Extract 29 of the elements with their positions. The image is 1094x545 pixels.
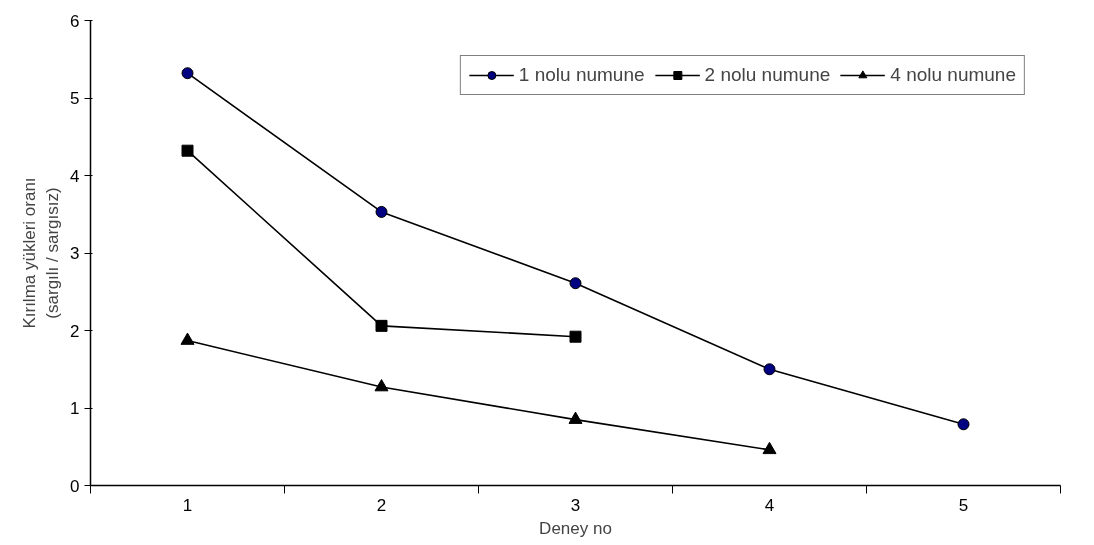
- x-tick-label: 2: [376, 495, 387, 515]
- x-tick-label: 3: [570, 495, 581, 515]
- point: [762, 441, 777, 455]
- y-tick-label: 4: [70, 166, 80, 186]
- point: [180, 332, 195, 345]
- x-tick-label: 1: [182, 495, 193, 515]
- legend-label: 4 nolu numune: [890, 64, 1016, 86]
- y-tick-label: 6: [70, 11, 80, 31]
- point: [375, 319, 388, 332]
- point: [181, 144, 194, 157]
- x-tick-label: 5: [958, 495, 969, 515]
- y-tick-label: 0: [70, 476, 80, 496]
- point: [957, 418, 970, 431]
- y-tick-label: 5: [70, 89, 80, 108]
- point: [569, 277, 582, 290]
- y-axis-title: Kırılma yükleri oranı (sargılı / sargısız): [20, 177, 63, 329]
- y-tick-label: 1: [70, 399, 80, 418]
- point: [374, 379, 389, 392]
- x-axis-title: Deney no: [539, 518, 612, 538]
- point: [375, 205, 388, 218]
- y-tick-label: 2: [70, 321, 80, 341]
- y-tick-label: 3: [70, 244, 80, 263]
- point: [181, 67, 194, 80]
- point: [763, 363, 776, 376]
- point: [569, 330, 582, 343]
- legend-label: 2 nolu numune: [704, 64, 831, 86]
- x-tick-label: 4: [764, 495, 775, 515]
- point: [568, 411, 583, 424]
- legend-label: 1 nolu numune: [518, 64, 645, 86]
